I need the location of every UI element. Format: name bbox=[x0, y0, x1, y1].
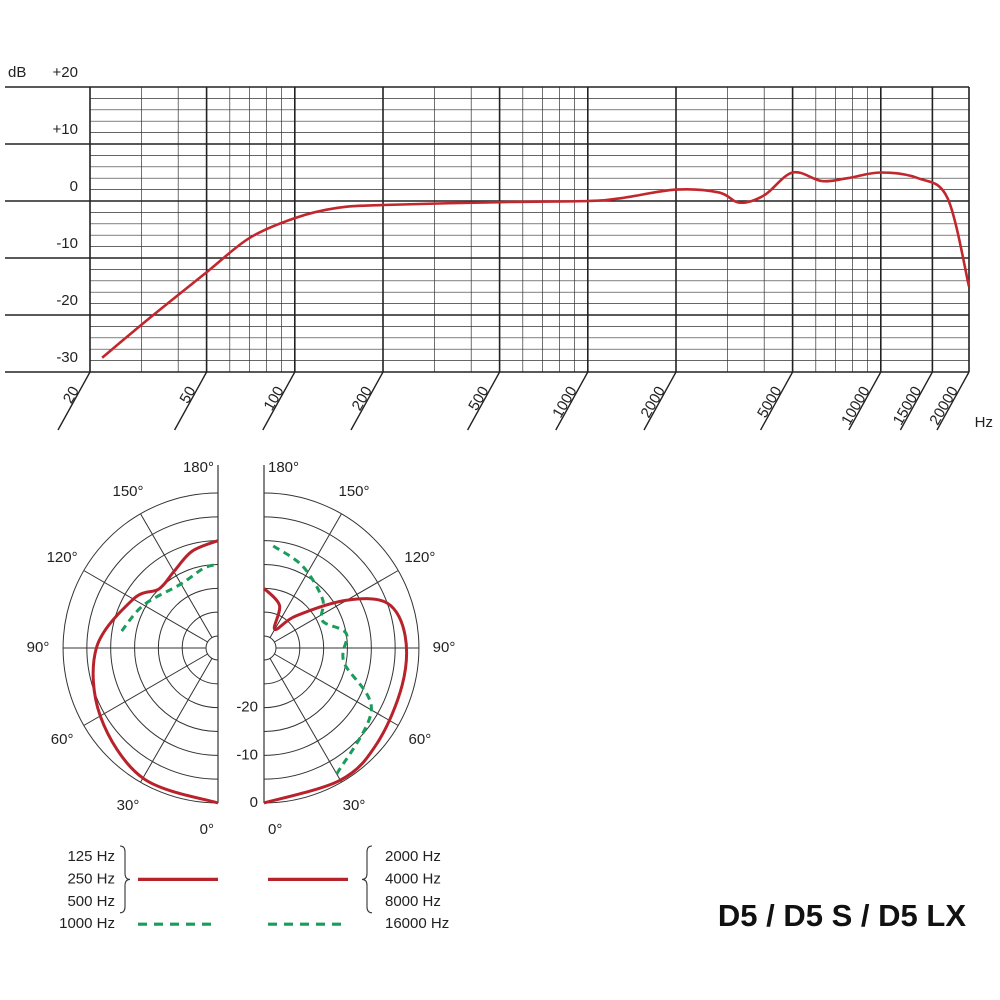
y-tick-label: 0 bbox=[70, 178, 78, 195]
polar-curve bbox=[262, 587, 409, 805]
angle-label: 30° bbox=[343, 797, 366, 814]
angle-label: 0° bbox=[268, 821, 282, 838]
y-tick-label: +10 bbox=[53, 121, 78, 138]
angle-label: 90° bbox=[27, 639, 50, 656]
y-axis-label: dB bbox=[8, 64, 26, 81]
x-tick-label: 2000 bbox=[637, 383, 668, 420]
legend-label: 8000 Hz bbox=[385, 893, 441, 910]
spoke bbox=[83, 653, 208, 726]
x-tick-mark bbox=[57, 371, 91, 431]
angle-label: 180° bbox=[183, 459, 214, 476]
x-tick-label: 5000 bbox=[754, 383, 785, 420]
x-tick-label: 100 bbox=[260, 383, 287, 413]
legend-label: 1000 Hz bbox=[59, 915, 115, 932]
angle-label: 60° bbox=[51, 731, 74, 748]
angle-label: 60° bbox=[409, 731, 432, 748]
polar-curve bbox=[120, 563, 219, 632]
spoke bbox=[269, 658, 342, 783]
x-axis-label: Hz bbox=[975, 414, 993, 431]
legend-label: 250 Hz bbox=[67, 870, 115, 887]
y-tick-label: -30 bbox=[56, 349, 78, 366]
y-tick-label: +20 bbox=[53, 64, 78, 81]
x-tick-label: 15000 bbox=[890, 383, 926, 428]
x-tick-mark bbox=[899, 371, 934, 431]
spoke bbox=[269, 513, 342, 638]
x-tick-label: 500 bbox=[465, 383, 492, 413]
radial-tick-label: -10 bbox=[236, 746, 258, 763]
x-tick-mark bbox=[848, 371, 882, 431]
legend-label: 500 Hz bbox=[67, 893, 115, 910]
x-tick-mark bbox=[350, 371, 384, 431]
x-tick-mark bbox=[466, 371, 501, 431]
x-tick-label: 200 bbox=[349, 383, 376, 413]
x-tick-mark bbox=[759, 371, 794, 431]
polar-curve bbox=[91, 539, 219, 805]
legend-label: 2000 Hz bbox=[385, 848, 441, 865]
x-tick-label: 20000 bbox=[926, 383, 962, 428]
spoke bbox=[140, 658, 213, 783]
legend-label: 4000 Hz bbox=[385, 870, 441, 887]
angle-label: 120° bbox=[47, 549, 78, 566]
angle-label: 0° bbox=[200, 821, 214, 838]
spoke bbox=[274, 570, 399, 643]
angle-label: 30° bbox=[117, 797, 140, 814]
product-title: D5 / D5 S / D5 LX bbox=[718, 898, 966, 933]
angle-label: 120° bbox=[404, 549, 435, 566]
spoke bbox=[274, 653, 399, 726]
spoke bbox=[83, 570, 208, 643]
angle-label: 150° bbox=[112, 483, 143, 500]
spoke bbox=[140, 513, 213, 638]
legend-label: 16000 Hz bbox=[385, 915, 449, 932]
minor-grid-ring bbox=[263, 635, 277, 661]
minor-grid-ring bbox=[205, 635, 219, 661]
x-tick-mark bbox=[173, 371, 208, 431]
response-curve bbox=[101, 170, 971, 359]
y-tick-label: -10 bbox=[56, 235, 78, 252]
x-tick-mark bbox=[643, 371, 677, 431]
x-tick-label: 1000 bbox=[549, 383, 580, 420]
legend-brace bbox=[361, 845, 373, 914]
angle-label: 90° bbox=[433, 639, 456, 656]
legend-label: 125 Hz bbox=[67, 848, 115, 865]
legend-brace bbox=[119, 845, 131, 914]
x-tick-mark bbox=[555, 371, 589, 431]
x-tick-mark bbox=[936, 371, 970, 431]
angle-label: 180° bbox=[268, 459, 299, 476]
radial-tick-label: -20 bbox=[236, 699, 258, 716]
angle-label: 150° bbox=[338, 483, 369, 500]
x-tick-label: 20 bbox=[60, 383, 83, 406]
x-tick-label: 10000 bbox=[838, 383, 874, 428]
x-tick-label: 50 bbox=[176, 383, 199, 406]
radial-tick-label: 0 bbox=[250, 794, 258, 811]
x-tick-mark bbox=[262, 371, 296, 431]
y-tick-label: -20 bbox=[56, 292, 78, 309]
polar-curve bbox=[272, 544, 373, 775]
